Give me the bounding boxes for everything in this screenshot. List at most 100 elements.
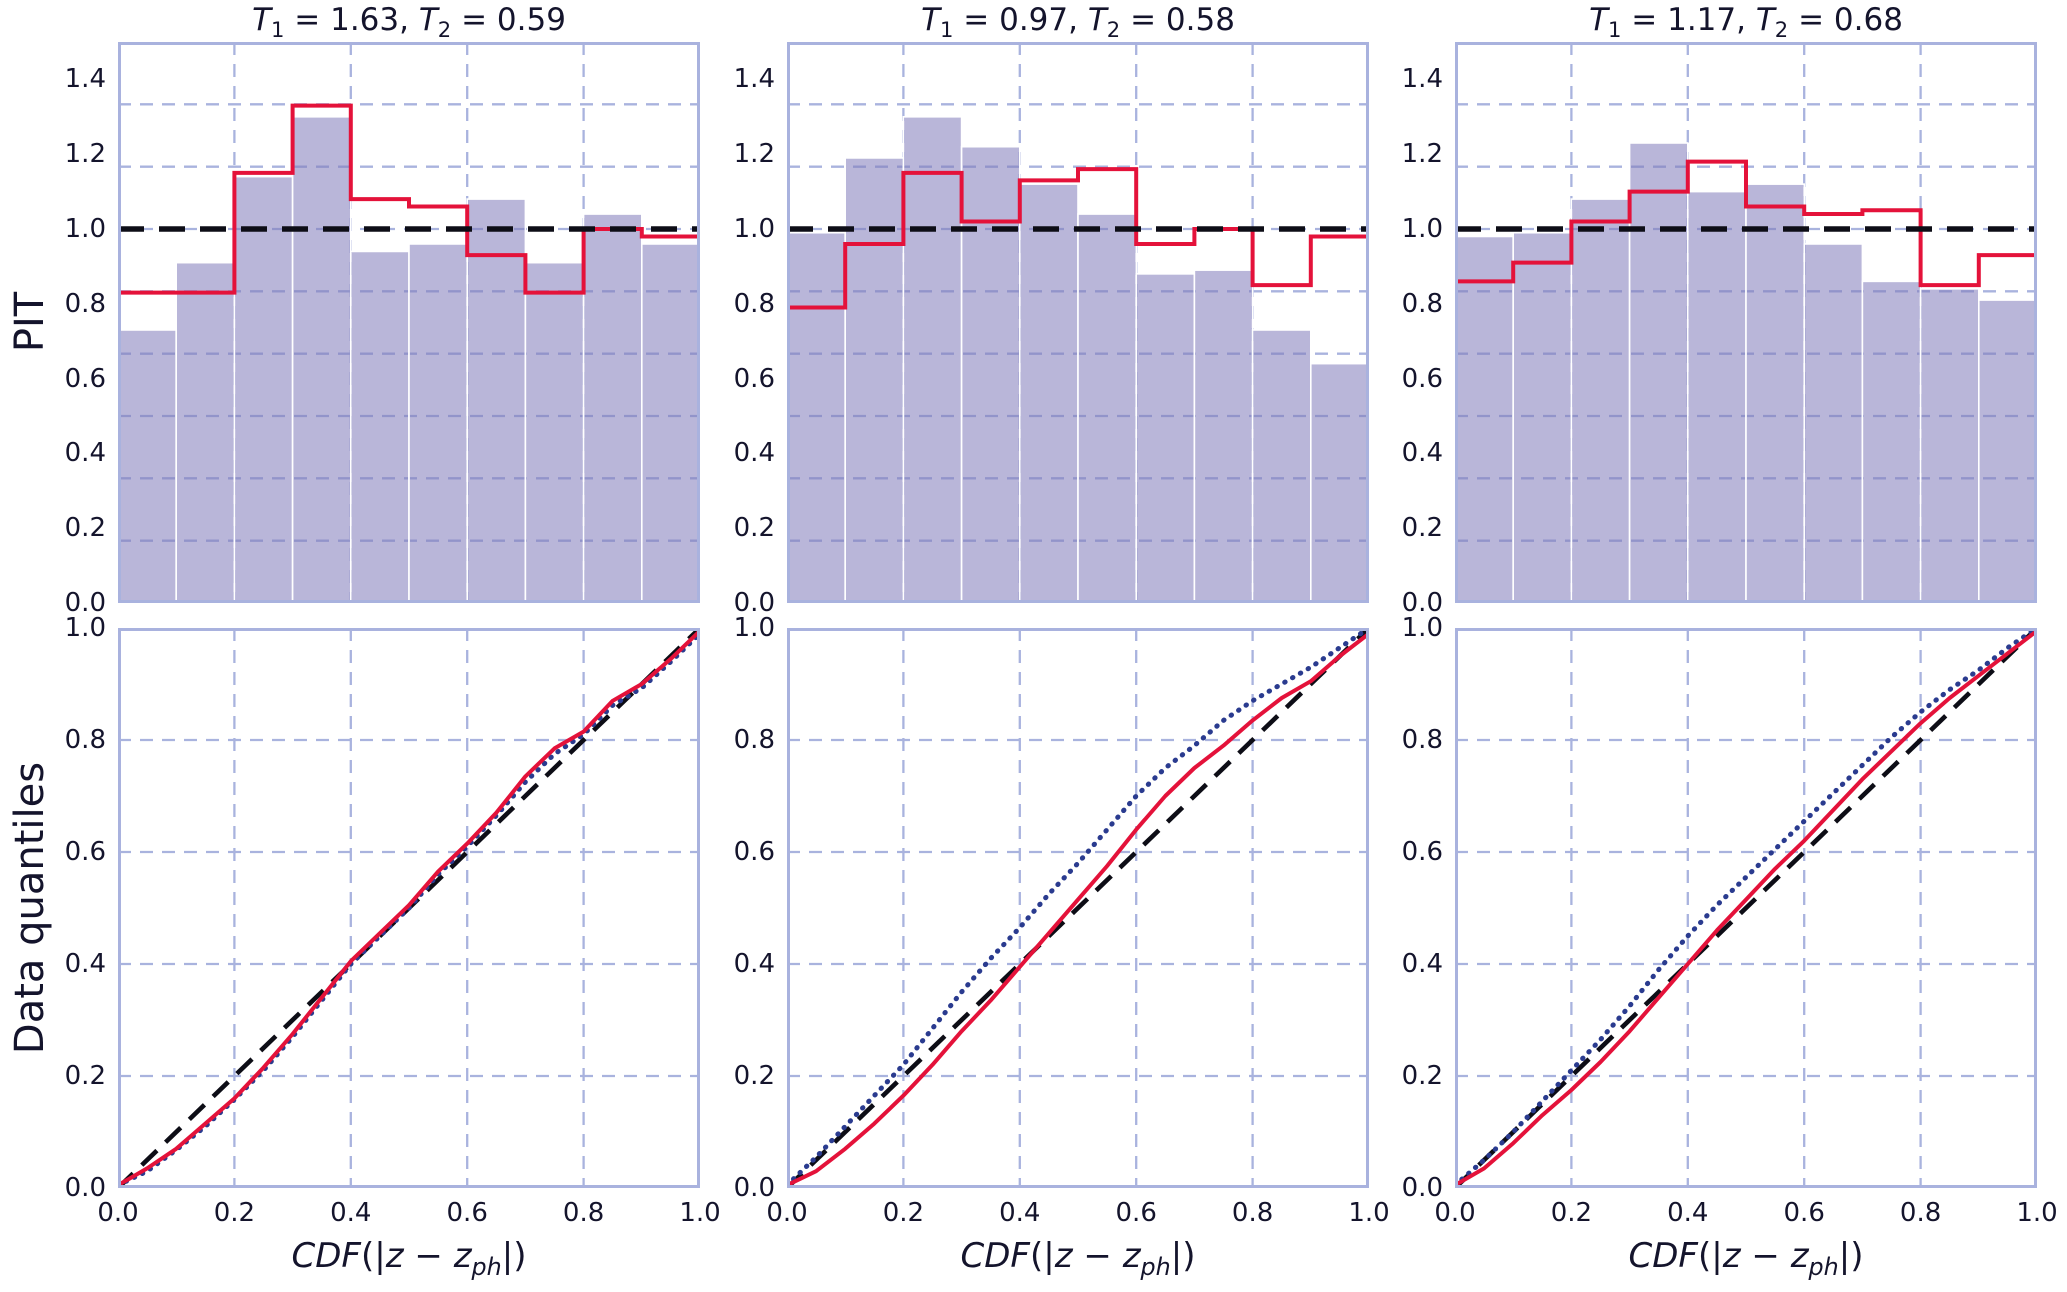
x-axis-label: CDF(|z − zph|) xyxy=(961,1236,1196,1281)
histogram-bar xyxy=(1628,142,1689,603)
histogram-bar xyxy=(902,116,963,603)
title-eq1: = xyxy=(284,2,331,38)
y-tick-label: 0.4 xyxy=(1401,949,1443,979)
histogram-bar xyxy=(1861,280,1922,603)
title-eq2: = xyxy=(1788,2,1834,38)
panel-title: T1 = 1.17, T2 = 0.68 xyxy=(1589,2,1903,42)
histogram-bar xyxy=(640,243,700,603)
y-tick-label: 1.4 xyxy=(64,64,106,95)
x-tick-label: 0.4 xyxy=(999,1198,1041,1228)
blue-dotted-curve xyxy=(1455,628,2037,1188)
title-comma: , xyxy=(399,2,419,38)
x-tick-label: 0.2 xyxy=(882,1198,925,1228)
y-axis-label-top: PIT xyxy=(7,291,53,353)
title-t-symbol2: T xyxy=(1755,2,1775,38)
x-tick-label: 1.0 xyxy=(679,1198,721,1228)
histogram-bar xyxy=(1251,329,1312,603)
y-tick-label: 0.4 xyxy=(1401,438,1443,469)
y-tick-label: 0.6 xyxy=(64,363,106,394)
axes-spine xyxy=(1455,628,2037,1188)
axes-spine xyxy=(1455,42,2037,603)
y-tick-label: 0.8 xyxy=(733,288,775,319)
y-tick-label: 0.6 xyxy=(733,837,775,867)
y-tick-label: 1.0 xyxy=(733,214,775,244)
qq-plot-svg xyxy=(787,628,1369,1188)
histogram-bar xyxy=(1019,183,1079,603)
panel-qq-plot-2 xyxy=(787,628,1369,1188)
x-tick-label: 1.0 xyxy=(2016,1198,2058,1228)
histogram-bar xyxy=(233,175,294,603)
xlabel-open: (| xyxy=(1029,1236,1055,1276)
axes-spine xyxy=(118,42,700,603)
red-step-line xyxy=(787,167,1369,310)
red-solid-curve xyxy=(787,632,1369,1188)
y-axis-label-bottom: Data quantiles xyxy=(7,761,53,1055)
xlabel-minus: − xyxy=(403,1236,454,1276)
x-tick-label: 0.6 xyxy=(1115,1198,1157,1228)
y-tick-label: 1.4 xyxy=(1401,64,1443,95)
histogram-bar xyxy=(175,261,236,603)
x-tick-label: 0.0 xyxy=(97,1198,139,1228)
title-t1-value: 1.63 xyxy=(330,2,400,38)
xlabel-z: z xyxy=(1722,1236,1741,1276)
xlabel-zph: z xyxy=(1790,1236,1809,1276)
histogram-bar xyxy=(1193,269,1254,603)
blue-dotted-curve xyxy=(787,628,1369,1188)
panel-title: T1 = 0.97, T2 = 0.58 xyxy=(921,2,1235,42)
title-eq2: = xyxy=(1120,2,1166,38)
x-axis-label: CDF(|z − zph|) xyxy=(292,1236,527,1281)
y-tick-label: 0.6 xyxy=(1401,363,1443,394)
xlabel-minus: − xyxy=(1072,1236,1123,1276)
x-tick-label: 0.0 xyxy=(766,1198,808,1228)
title-t2-sub: 2 xyxy=(1774,17,1789,43)
pit-histogram-bars xyxy=(787,116,1369,603)
xlabel-close: |) xyxy=(1838,1236,1864,1276)
panel-pit-histogram-1 xyxy=(118,42,700,603)
red-step-line xyxy=(1455,159,2037,288)
axes-spine xyxy=(787,628,1369,1188)
pit-histogram-bars xyxy=(1455,142,2037,603)
histogram-bar xyxy=(1977,299,2037,603)
y-tick-label: 0.8 xyxy=(1401,725,1443,755)
xlabel-open: (| xyxy=(1697,1236,1723,1276)
title-t2-value: 0.68 xyxy=(1833,2,1903,38)
histogram-bar xyxy=(1512,231,1573,603)
y-tick-label: 0.0 xyxy=(64,588,106,618)
xlabel-cdf: CDF xyxy=(1628,1236,1698,1276)
y-tick-label: 0.0 xyxy=(1401,1173,1443,1203)
y-tick-label: 0.2 xyxy=(733,1061,775,1091)
x-tick-label: 0.8 xyxy=(1231,1198,1274,1228)
xlabel-minus: − xyxy=(1740,1236,1791,1276)
histogram-bar xyxy=(1309,362,1369,603)
title-t-symbol: T xyxy=(252,2,271,38)
pit-histogram-svg xyxy=(118,42,700,603)
y-tick-label: 0.2 xyxy=(733,513,775,544)
blue-dotted-curve xyxy=(118,631,700,1188)
histogram-bar xyxy=(1803,243,1864,603)
x-tick-label: 0.0 xyxy=(1434,1198,1476,1228)
y-tick-label: 0.8 xyxy=(64,288,106,319)
pit-histogram-svg xyxy=(1455,42,2037,603)
y-tick-label: 0.2 xyxy=(1401,513,1443,544)
y-tick-label: 0.2 xyxy=(64,1061,106,1091)
histogram-bar xyxy=(1919,288,1980,603)
histogram-bar xyxy=(1745,183,1806,603)
y-tick-label: 0.4 xyxy=(733,438,775,469)
histogram-bar xyxy=(291,116,352,603)
y-tick-label: 0.6 xyxy=(733,363,775,394)
title-t1-value: 0.97 xyxy=(999,2,1069,38)
title-t1-sub: 1 xyxy=(271,17,285,43)
histogram-bar xyxy=(408,243,469,603)
histogram-bar xyxy=(960,145,1021,603)
y-tick-label: 1.0 xyxy=(1401,613,1443,643)
x-tick-label: 0.4 xyxy=(330,1198,372,1228)
x-tick-label: 0.4 xyxy=(1667,1198,1709,1228)
xlabel-close: |) xyxy=(501,1236,527,1276)
title-t2-sub: 2 xyxy=(437,17,452,43)
qq-plot-svg xyxy=(118,628,700,1188)
y-tick-label: 1.2 xyxy=(1401,139,1443,170)
title-t-symbol2: T xyxy=(1087,2,1107,38)
y-tick-label: 1.2 xyxy=(733,139,775,170)
y-tick-label: 0.2 xyxy=(64,513,106,544)
